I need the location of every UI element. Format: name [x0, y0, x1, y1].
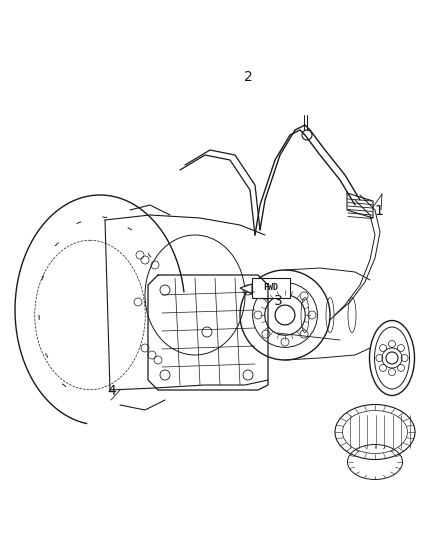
Text: 1: 1 [374, 204, 383, 217]
Polygon shape [240, 284, 252, 294]
Text: 4: 4 [107, 384, 116, 398]
Text: 2: 2 [244, 70, 253, 84]
Text: FWD: FWD [264, 284, 279, 293]
Text: 3: 3 [274, 294, 283, 308]
FancyBboxPatch shape [252, 278, 290, 298]
